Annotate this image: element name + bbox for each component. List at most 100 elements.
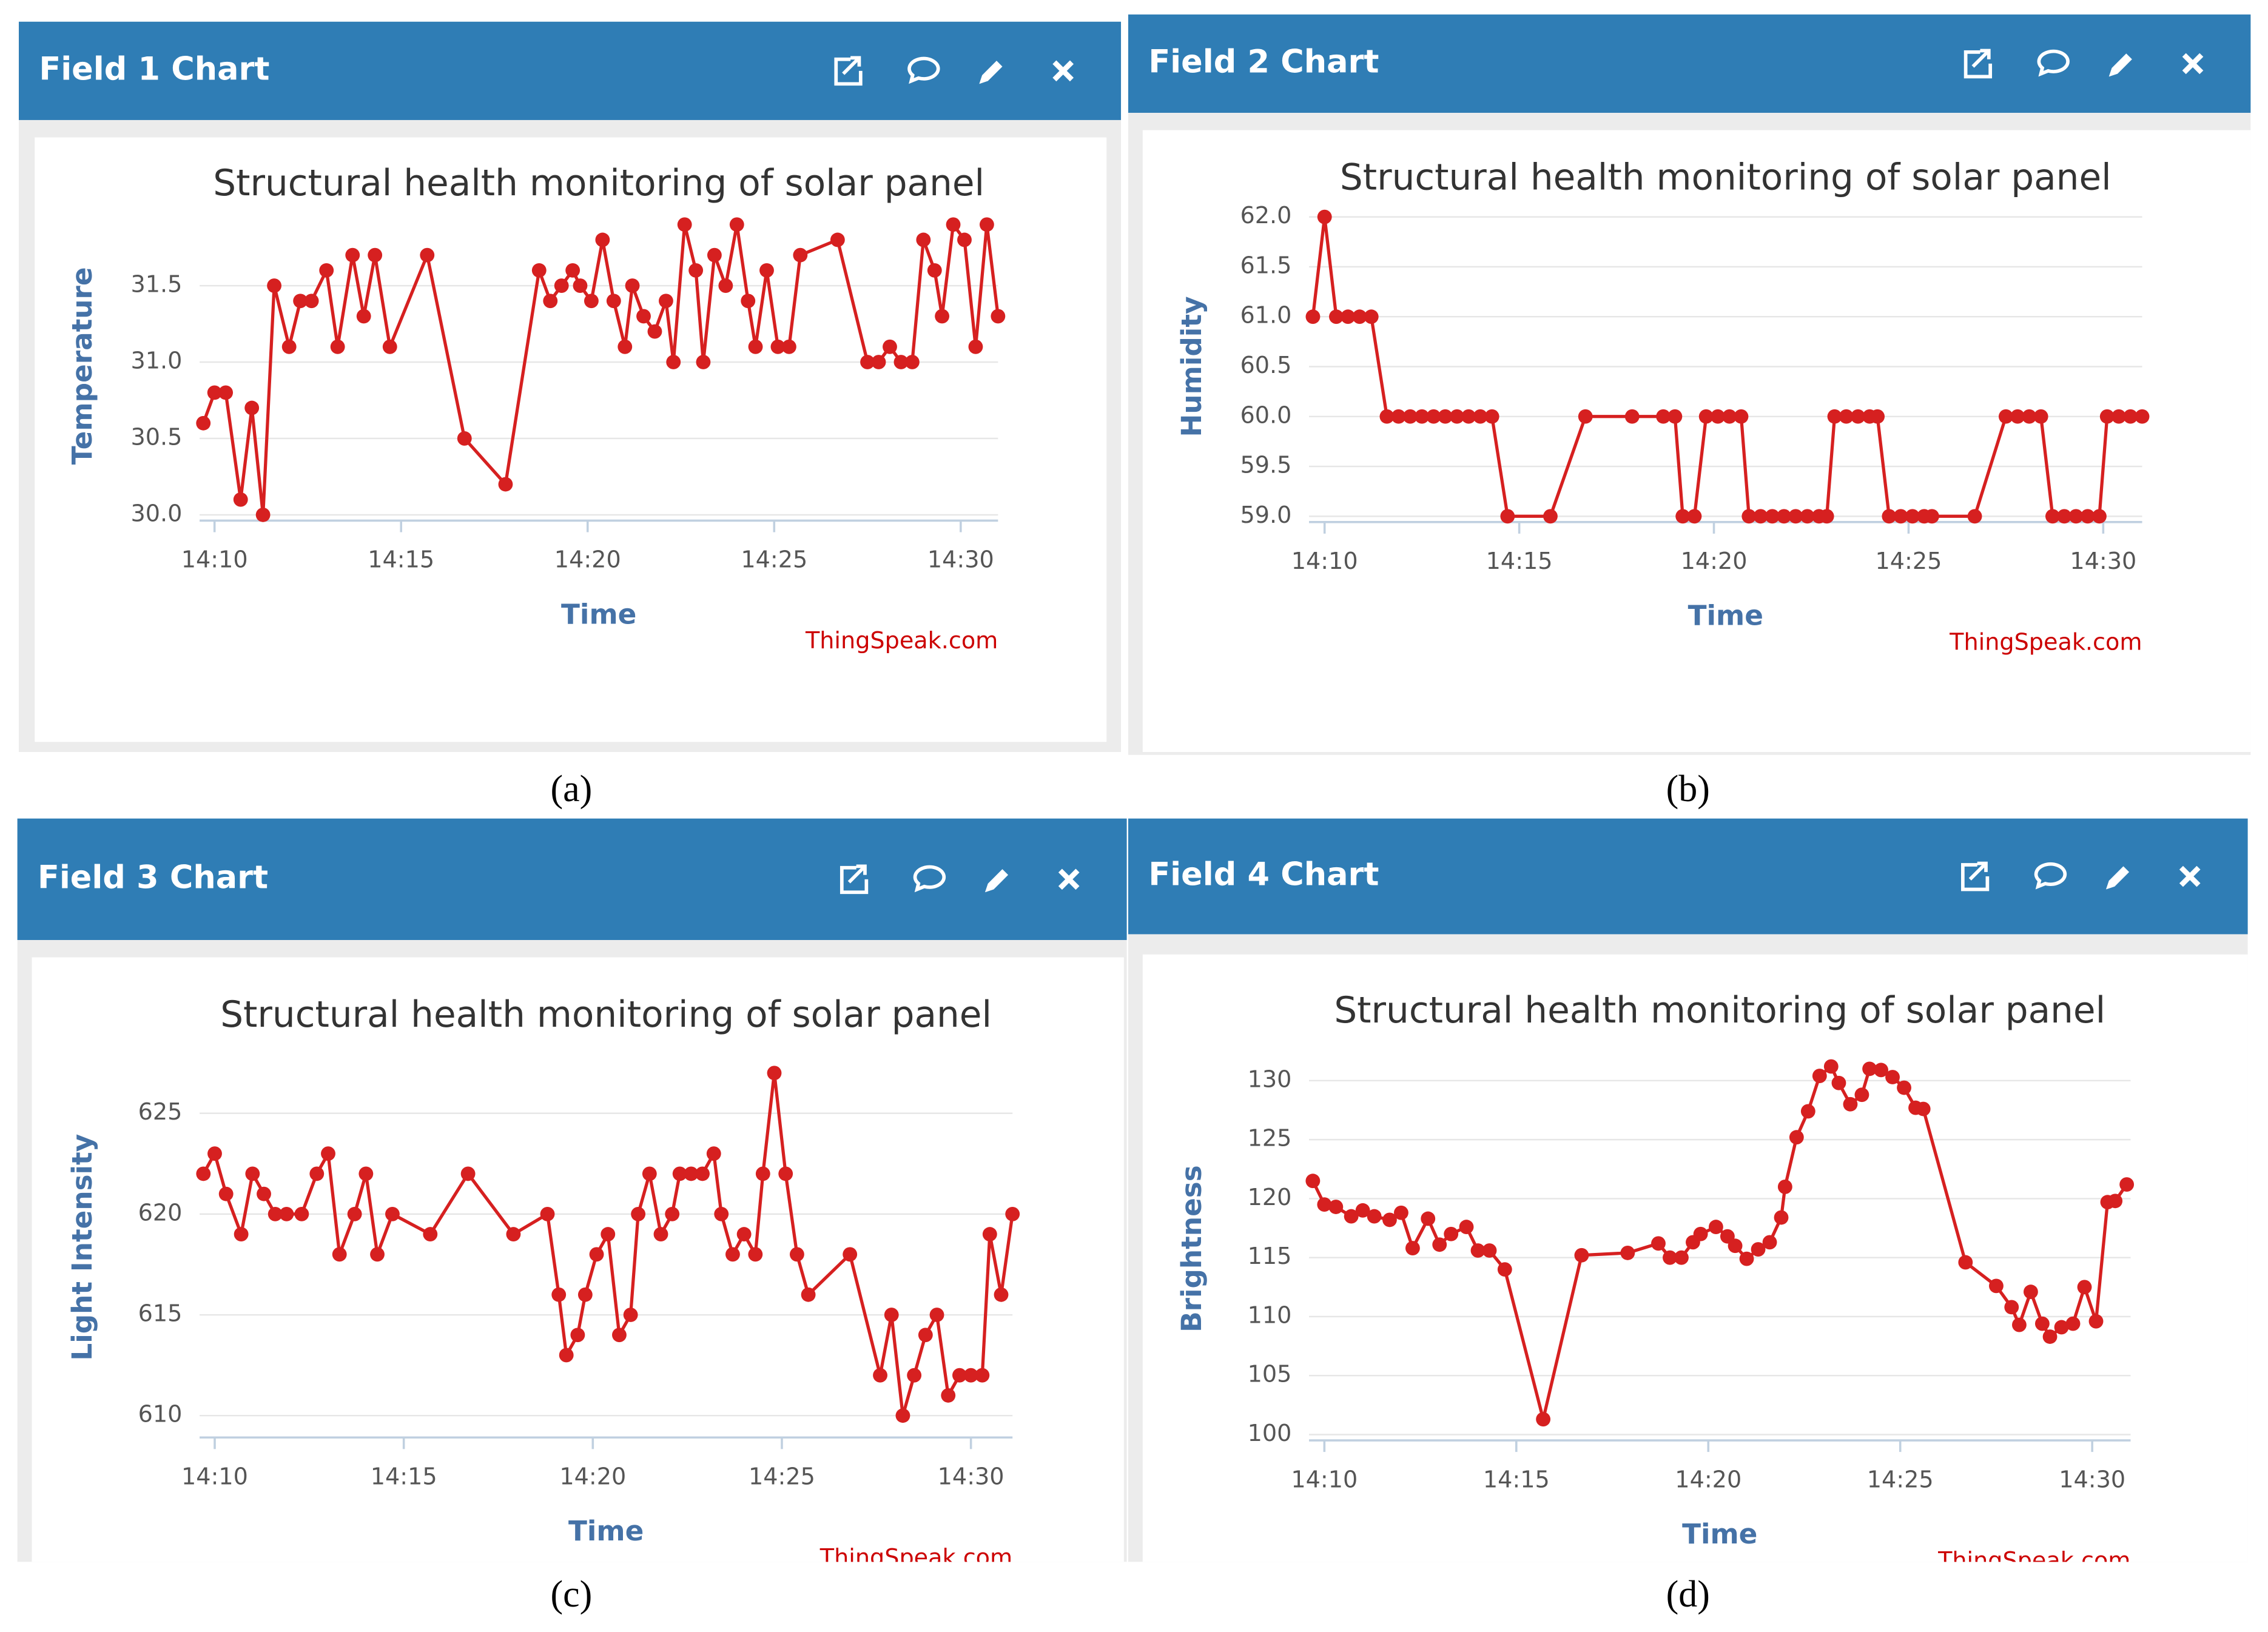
data-point (1394, 1205, 1408, 1220)
data-point (653, 1227, 668, 1242)
icon-external[interactable] (1963, 49, 1993, 79)
icon-comment[interactable] (2034, 862, 2067, 890)
data-point (1925, 509, 1939, 524)
data-point (1341, 309, 1356, 324)
data-point (1328, 1200, 1344, 1214)
data-point (2034, 1316, 2050, 1331)
data-point (1352, 309, 1367, 324)
icon-external[interactable] (834, 56, 863, 86)
x-tick-label: 14:30 (938, 1463, 1004, 1490)
x-tick-label: 14:25 (1867, 1466, 1934, 1493)
data-point (551, 1287, 567, 1302)
data-point (420, 247, 435, 263)
data-point (1753, 509, 1768, 524)
data-point (1461, 409, 1476, 424)
data-point (1751, 1242, 1766, 1257)
data-point (929, 1308, 944, 1322)
data-point (907, 1368, 922, 1383)
icon-edit[interactable] (2105, 866, 2130, 890)
icon-edit[interactable] (2108, 53, 2132, 77)
data-point (1843, 1096, 1858, 1112)
caption: (d) (1666, 1574, 1710, 1615)
data-point (695, 1166, 710, 1181)
data-point (1734, 409, 1749, 424)
data-point (1789, 1130, 1804, 1145)
data-point (1317, 1197, 1332, 1212)
credit: ThingSpeak.com (805, 627, 998, 654)
icon-close[interactable] (2179, 865, 2201, 887)
data-point (2123, 409, 2138, 424)
y-tick-label: 620 (138, 1199, 183, 1226)
icon-close[interactable] (1058, 868, 1080, 890)
x-tick-label: 14:20 (1681, 548, 1748, 574)
panel-inner (32, 957, 1124, 1562)
x-axis-label: Time (561, 598, 636, 630)
data-point (294, 1206, 309, 1221)
data-point (1839, 409, 1854, 424)
data-point (2004, 1300, 2019, 1315)
data-point (1905, 509, 1920, 524)
data-point (625, 278, 640, 293)
data-point (941, 1388, 956, 1403)
x-tick-label: 14:20 (559, 1463, 626, 1490)
data-point (2045, 509, 2060, 524)
x-tick-label: 14:25 (741, 546, 807, 573)
data-point (873, 1368, 887, 1383)
icon-comment[interactable] (907, 56, 940, 84)
data-point (196, 1166, 211, 1181)
data-point (1667, 409, 1683, 424)
data-point (665, 1206, 680, 1221)
icon-edit[interactable] (984, 869, 1009, 893)
chart-panel: Field 2 Chart Structural health monitorin… (1128, 14, 2251, 810)
chart-title: Structural health monitoring of solar pa… (1334, 990, 2105, 1032)
icon-comment[interactable] (913, 865, 946, 893)
data-point (2099, 409, 2115, 424)
data-point (347, 1206, 362, 1221)
data-point (1831, 1075, 1846, 1090)
x-tick-label: 14:20 (554, 546, 621, 573)
plot: Structural health monitoring of solar pa… (1176, 156, 2150, 656)
icon-edit[interactable] (979, 61, 1003, 84)
icon-close[interactable] (1052, 60, 1074, 82)
data-point (2033, 409, 2048, 424)
data-point (1777, 1180, 1792, 1194)
data-point (1536, 1412, 1551, 1427)
icon-external[interactable] (1960, 861, 1990, 892)
icon-external[interactable] (840, 864, 869, 895)
icon-comment[interactable] (2037, 49, 2070, 77)
x-tick-label: 14:30 (2059, 1466, 2125, 1493)
data-point (793, 247, 808, 263)
data-point (601, 1227, 616, 1242)
y-tick-label: 625 (138, 1098, 183, 1125)
icon-close[interactable] (2182, 53, 2204, 75)
panel-title: Field 2 Chart (1148, 44, 1379, 81)
data-point (2065, 1316, 2081, 1331)
data-point (770, 339, 786, 354)
data-point (332, 1247, 347, 1262)
data-point (2023, 1284, 2038, 1300)
data-point (457, 431, 472, 446)
data-point (1426, 409, 1441, 424)
data-point (1967, 509, 1982, 524)
data-point (1739, 1251, 1754, 1266)
data-point (543, 294, 558, 309)
data-point (1450, 409, 1464, 424)
x-tick-label: 14:25 (1875, 548, 1942, 574)
data-point (729, 217, 744, 232)
data-point (565, 263, 580, 278)
data-point (736, 1227, 752, 1242)
data-point (2108, 1194, 2123, 1209)
data-point (1473, 409, 1488, 424)
data-point (570, 1328, 585, 1343)
data-point (1711, 409, 1725, 424)
data-point (257, 1186, 271, 1201)
data-point (1998, 409, 2013, 424)
data-point (927, 263, 942, 278)
x-tick-label: 14:15 (1486, 548, 1553, 574)
chart-title: Structural health monitoring of solar pa… (213, 163, 984, 204)
y-axis-label: Temperature (66, 267, 98, 465)
data-point (304, 294, 319, 309)
data-point (281, 339, 297, 354)
data-point (2054, 1320, 2069, 1335)
